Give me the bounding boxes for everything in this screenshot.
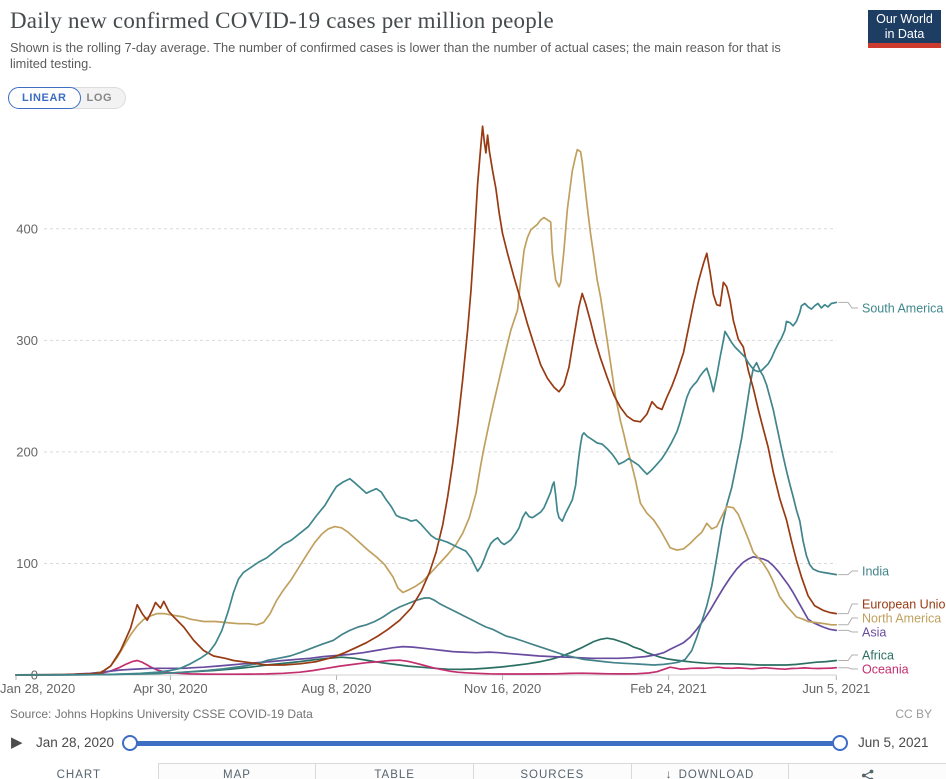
timeline-start-label: Jan 28, 2020 — [36, 735, 115, 750]
log-scale-button[interactable]: LOG — [70, 87, 127, 109]
legend-label-africa[interactable]: Africa — [862, 649, 894, 663]
series-line-south_america — [15, 301, 838, 676]
timeline-handle-start[interactable] — [122, 734, 138, 751]
owid-logo-redbar — [868, 43, 941, 48]
x-axis-tick-label: Jan 28, 2020 — [0, 681, 75, 696]
legend-connector — [838, 301, 858, 309]
license-link[interactable]: CC BY — [895, 707, 932, 721]
legend-connector — [838, 629, 858, 633]
legend-connector — [838, 570, 858, 576]
timeline-end-label: Jun 5, 2021 — [858, 735, 929, 750]
owid-logo-line2: in Data — [884, 27, 925, 41]
y-axis-tick-label: 300 — [16, 333, 38, 348]
tab-chart[interactable]: CHART — [0, 763, 158, 779]
y-axis-tick-label: 200 — [16, 444, 38, 459]
legend-connector — [838, 617, 858, 626]
tab-map[interactable]: MAP — [157, 763, 316, 779]
scale-toggle: LINEAR LOG — [8, 87, 127, 109]
owid-logo[interactable]: Our World in Data — [868, 10, 941, 48]
y-axis-tick-label: 100 — [16, 556, 38, 571]
x-axis-tick-label: Feb 24, 2021 — [630, 681, 707, 696]
share-icon — [862, 769, 874, 779]
owid-logo-line1: Our World — [876, 12, 933, 26]
tab-label: CHART — [56, 769, 102, 779]
linear-scale-button[interactable]: LINEAR — [8, 87, 81, 109]
tab-sources[interactable]: SOURCES — [473, 763, 631, 779]
play-icon[interactable]: ▶ — [11, 734, 23, 751]
download-arrow-icon: ↓ — [665, 767, 673, 779]
legend-connector — [838, 667, 858, 670]
tab-label: DOWNLOAD — [678, 769, 755, 779]
chart-subtitle: Shown is the rolling 7-day average. The … — [10, 40, 781, 71]
tab-table[interactable]: TABLE — [315, 763, 473, 779]
x-axis-tick-label: Nov 16, 2020 — [464, 681, 541, 696]
tab-label: MAP — [223, 769, 251, 779]
tab-share[interactable] — [788, 763, 946, 779]
tab-label: TABLE — [374, 769, 415, 779]
legend-label-asia[interactable]: Asia — [862, 626, 886, 640]
bottom-tab-bar: CHART MAP TABLE SOURCES ↓ DOWNLOAD — [0, 763, 946, 779]
x-axis-tick-label: Jun 5, 2021 — [802, 681, 870, 696]
y-axis-tick-label: 400 — [16, 221, 38, 236]
tab-download[interactable]: ↓ DOWNLOAD — [630, 763, 789, 779]
x-axis-layer: Jan 28, 2020 Apr 30, 2020 Aug 8, 2020 Nov 1… — [0, 675, 870, 696]
owid-logo-box: Our World in Data — [868, 10, 941, 43]
timeline-control: ▶ Jan 28, 2020 Jun 5, 2021 — [0, 727, 946, 761]
legend-connector — [838, 654, 858, 661]
timeline-handle-end[interactable] — [832, 734, 848, 751]
legend-label-north_america[interactable]: North America — [862, 612, 941, 626]
series-line-european_union — [15, 125, 838, 676]
legend-label-european_union[interactable]: European Union — [862, 598, 946, 612]
series-line-india — [15, 361, 838, 676]
series-line-asia — [15, 555, 838, 676]
tab-label: SOURCES — [520, 769, 585, 779]
source-note: Source: Johns Hopkins University CSSE CO… — [10, 707, 313, 721]
timeline-track[interactable] — [130, 741, 841, 746]
legend-label-south_america[interactable]: South America — [862, 302, 943, 316]
page-title: Daily new confirmed COVID-19 cases per m… — [10, 8, 554, 33]
series-line-north_america — [15, 148, 838, 676]
x-axis-tick-label: Apr 30, 2020 — [133, 681, 207, 696]
legend-connector — [838, 603, 858, 615]
series-line-africa — [15, 637, 838, 676]
legend-label-oceania[interactable]: Oceania — [862, 663, 909, 677]
x-axis-tick-label: Aug 8, 2020 — [301, 681, 371, 696]
legend-label-india[interactable]: India — [862, 565, 889, 579]
